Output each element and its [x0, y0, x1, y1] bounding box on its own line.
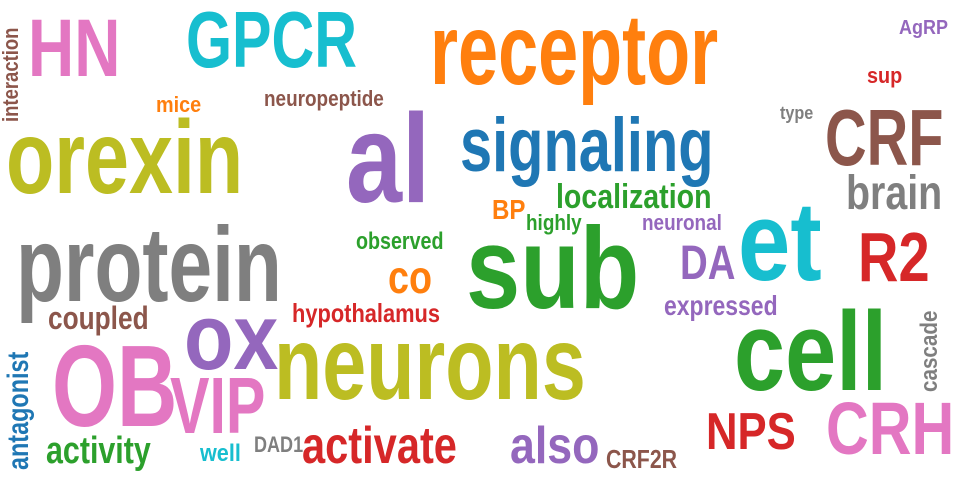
word-nps: NPS	[706, 403, 796, 461]
word-ox: ox	[184, 284, 279, 389]
word-vip: VIP	[170, 361, 266, 450]
word-neuronal: neuronal	[642, 210, 722, 235]
word-activity: activity	[46, 430, 151, 472]
word-localization: localization	[556, 178, 712, 216]
word-et: et	[738, 179, 822, 304]
word-ob: OB	[52, 321, 178, 451]
word-well: well	[200, 440, 241, 467]
word-co: co	[388, 251, 433, 303]
word-da: DA	[680, 237, 736, 290]
word-expressed: expressed	[664, 290, 778, 321]
word-sup: sup	[867, 63, 903, 88]
word-coupled: coupled	[48, 300, 149, 336]
word-mice: mice	[156, 92, 202, 117]
word-bp: BP	[492, 194, 526, 225]
word-cascade: cascade	[916, 310, 943, 392]
word-crh: CRH	[826, 387, 955, 470]
word-orexin: orexin	[6, 100, 244, 216]
word-highly: highly	[526, 210, 582, 235]
word-also: also	[510, 417, 600, 475]
word-protein: protein	[16, 206, 282, 324]
word-neuropeptide: neuropeptide	[264, 86, 384, 111]
word-observed: observed	[356, 228, 444, 255]
word-receptor: receptor	[430, 0, 719, 106]
word-sub: sub	[466, 203, 640, 333]
word-dad1: DAD1	[254, 432, 304, 457]
word-gpcr: GPCR	[186, 0, 358, 84]
word-signaling: signaling	[460, 103, 714, 188]
word-al: al	[346, 88, 431, 229]
word-type: type	[780, 103, 814, 123]
word-hypothalamus: hypothalamus	[292, 298, 441, 328]
word-agrp: AgRP	[899, 17, 949, 39]
word-cell: cell	[734, 289, 888, 414]
word-brain: brain	[846, 167, 943, 220]
word-r2: R2	[858, 218, 930, 296]
word-crf2r: CRF2R	[606, 444, 678, 474]
word-activate: activate	[302, 417, 457, 475]
word-antagonist: antagonist	[2, 351, 35, 470]
word-neurons: neurons	[274, 306, 586, 422]
word-crf: CRF	[825, 93, 944, 182]
word-hn: HN	[28, 3, 121, 94]
